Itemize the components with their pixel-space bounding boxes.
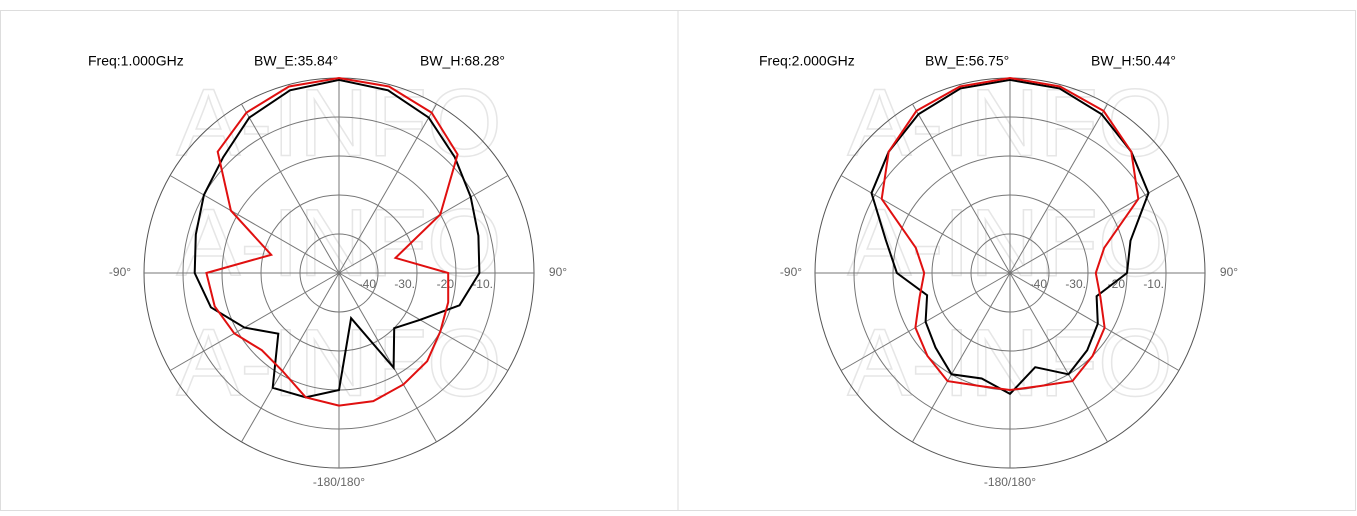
spoke: [1009, 103, 1108, 274]
spoke: [241, 103, 340, 274]
angle-label: -180/180°: [313, 475, 365, 489]
spoke: [1009, 272, 1108, 443]
r-tick-label: -40: [1030, 277, 1048, 291]
spoke: [338, 175, 509, 274]
header-text: BW_E:35.84°: [254, 53, 338, 69]
r-tick-label: -30.: [394, 277, 415, 291]
header-text: BW_H:68.28°: [420, 53, 505, 69]
r-tick-label: -10.: [1143, 277, 1164, 291]
spoke: [338, 103, 437, 274]
r-tick-label: -40: [359, 277, 377, 291]
angle-label: -90°: [780, 265, 802, 279]
spoke: [169, 175, 340, 274]
r-tick-label: -20: [437, 277, 455, 291]
spoke: [169, 272, 340, 371]
spoke: [912, 103, 1011, 274]
angle-label: 90°: [1220, 265, 1238, 279]
angle-label: 90°: [549, 265, 567, 279]
pattern-line: [870, 78, 1150, 396]
spoke: [241, 272, 340, 443]
header-text: Freq:1.000GHz: [88, 53, 184, 69]
spoke: [912, 272, 1011, 443]
pattern-line: [880, 76, 1140, 392]
angle-label: -180/180°: [984, 475, 1036, 489]
header-text: BW_E:56.75°: [925, 53, 1009, 69]
header-text: Freq:2.000GHz: [759, 53, 855, 69]
pattern-line: [193, 78, 481, 399]
spoke: [1009, 272, 1180, 371]
r-tick-label: -20: [1108, 277, 1126, 291]
spoke: [338, 272, 437, 443]
spoke: [338, 272, 509, 371]
pattern-line: [205, 76, 459, 407]
header-text: BW_H:50.44°: [1091, 53, 1176, 69]
r-tick-label: -30.: [1065, 277, 1086, 291]
angle-label: -90°: [109, 265, 131, 279]
r-tick-label: -10.: [472, 277, 493, 291]
spoke: [1009, 175, 1180, 274]
spoke: [840, 175, 1011, 274]
